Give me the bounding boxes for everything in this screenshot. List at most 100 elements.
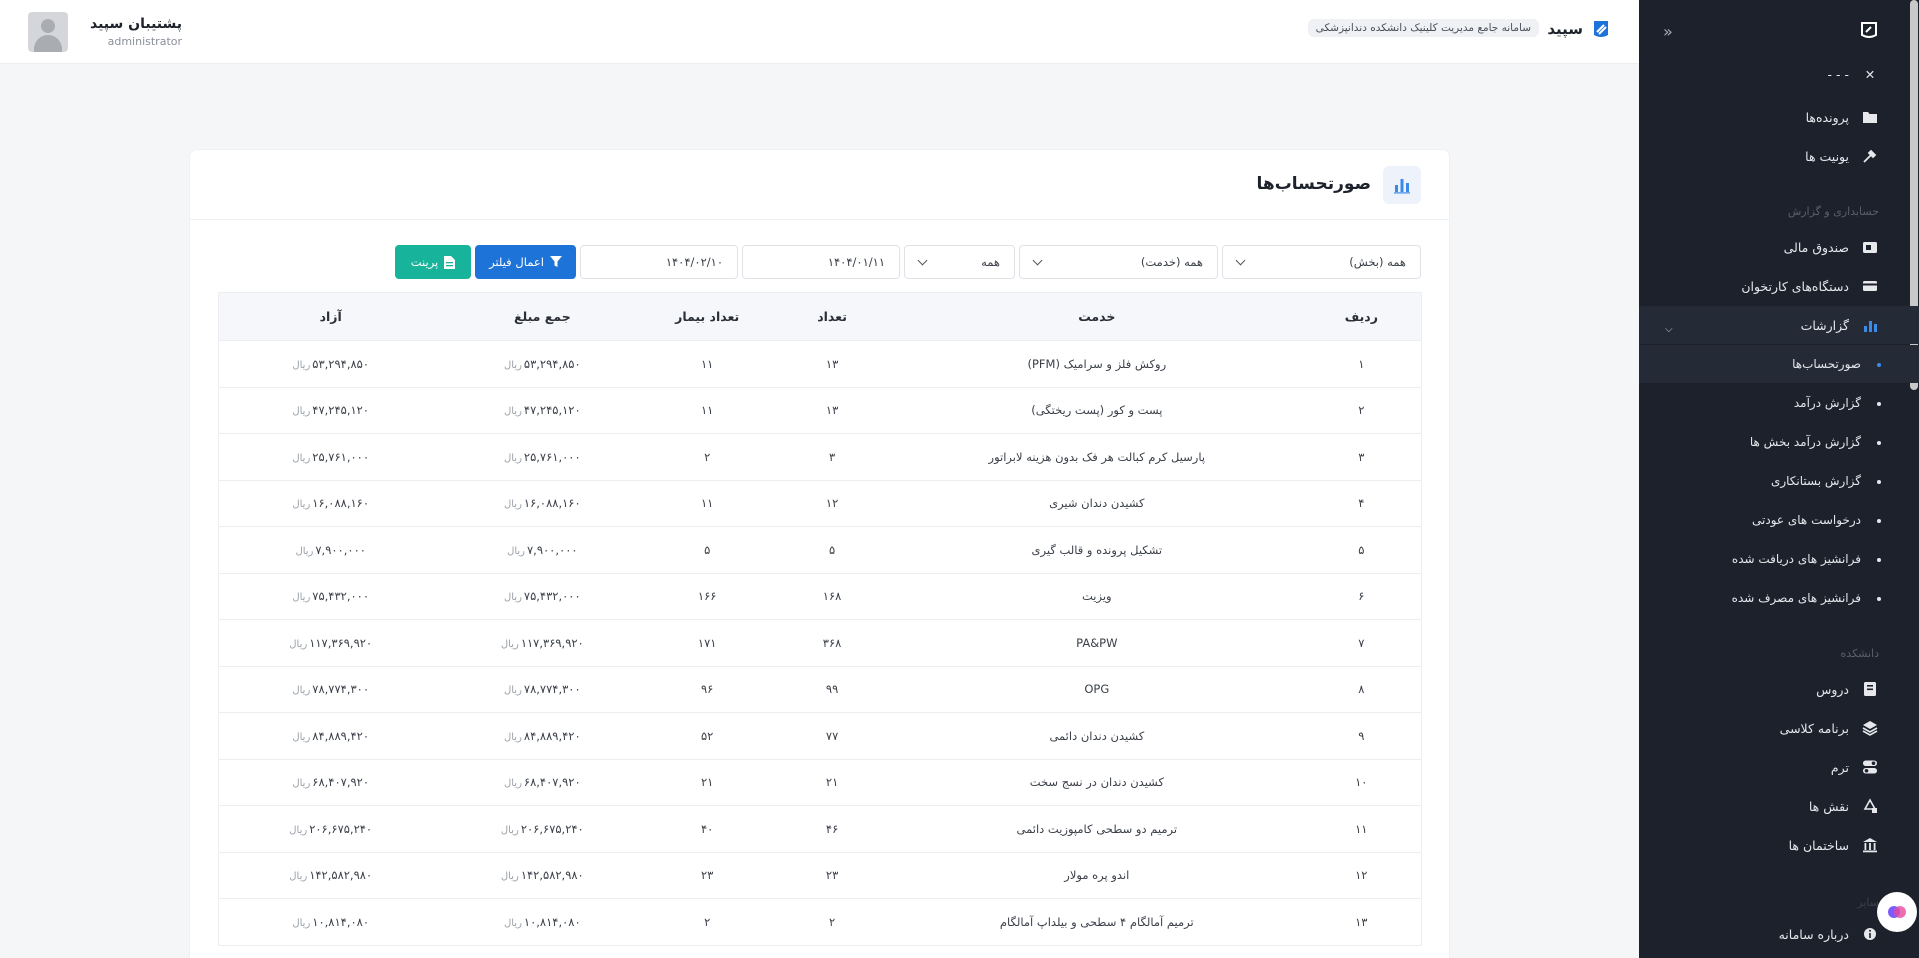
cell-patient-count-value: ۵۲: [701, 728, 714, 743]
assistant-chat-icon[interactable]: [1877, 892, 1917, 932]
cell-total-amount: ۴۷,۲۴۵,۱۲۰ریال: [442, 387, 643, 434]
user-menu[interactable]: پشتیبان سپید administrator: [28, 12, 182, 52]
chevron-down-icon: [1235, 255, 1246, 266]
sidebar-sub-refund-requests[interactable]: درخواست های عودتی: [1649, 501, 1919, 539]
table-row[interactable]: ۴ کشیدن دندان شیری ۱۲ ۱۱ ۱۶,۰۸۸,۱۶۰ریال ۱۶,۰۸…: [218, 480, 1422, 527]
currency-label: ریال: [292, 731, 311, 743]
chevron-down-icon[interactable]: ⌵: [1665, 324, 1673, 335]
app-logo-icon[interactable]: [1859, 20, 1879, 40]
table-row[interactable]: ۳ پارسیل کرم کبالت هر فک بدون هزینه لابرا…: [218, 433, 1422, 481]
type-select-value: همه: [981, 255, 1000, 269]
section-select[interactable]: همه (بخش): [1222, 245, 1421, 279]
date-from-value: ۱۴۰۴/۰۱/۱۱: [827, 255, 885, 269]
cell-service-value: کشیدن دندان دائمی: [1049, 728, 1145, 743]
table-row[interactable]: ۱۲ اندو پره مولار ۲۳ ۲۳ ۱۴۲,۵۸۲,۹۸۰ریال ۱۴۲,۵…: [218, 852, 1422, 899]
cell-patient-count: ۵: [642, 526, 773, 574]
cell-row-number: ۵: [1301, 526, 1422, 574]
cell-row-number: ۱۰: [1301, 759, 1422, 806]
date-to-input[interactable]: ۱۴۰۴/۰۲/۱۰: [580, 245, 738, 279]
sidebar-item-units[interactable]: یونیت ها: [1649, 137, 1919, 175]
chart-icon: [1383, 166, 1421, 204]
header-service[interactable]: خدمت: [892, 292, 1302, 341]
cell-total-amount: ۱۴۲,۵۸۲,۹۸۰ریال: [442, 852, 643, 899]
sidebar-item-courses[interactable]: دروس: [1649, 670, 1919, 708]
sidebar-item-label: درباره سامانه: [1778, 926, 1849, 942]
cell-free-value: ۷۵,۴۳۲,۰۰۰: [312, 589, 370, 604]
sidebar-sub-income-report[interactable]: گزارش درآمد: [1649, 384, 1919, 422]
table-row[interactable]: ۵ تشکیل پرونده و قالب گیری ۵ ۵ ۷,۹۰۰,۰۰۰ریال…: [218, 526, 1422, 574]
sidebar-item-card-readers[interactable]: دستگاه‌های کارتخوان: [1649, 267, 1919, 305]
header-count[interactable]: تعداد: [772, 292, 893, 341]
page-title: صورتحساب‌ها: [1256, 174, 1371, 194]
print-button[interactable]: پرینت: [395, 245, 471, 279]
header-total-amount[interactable]: جمع مبلغ: [442, 292, 643, 341]
header-row-number[interactable]: ردیف: [1301, 292, 1422, 341]
toggle-icon: [1861, 758, 1879, 776]
cell-row-number-value: ۱: [1358, 356, 1365, 371]
cell-service-value: پست و کور (پست ریختگی): [1031, 403, 1163, 418]
date-from-input[interactable]: ۱۴۰۴/۰۱/۱۱: [742, 245, 900, 279]
header-patient-count[interactable]: تعداد بیمار: [642, 292, 773, 341]
cell-patient-count-value: ۲۳: [701, 868, 714, 883]
sidebar-item-buildings[interactable]: ساختمان ها: [1649, 826, 1919, 864]
sidebar-item-class-schedule[interactable]: برنامه کلاسی: [1649, 709, 1919, 747]
sidebar-item-cashbox[interactable]: صندوق مالی: [1649, 228, 1919, 266]
table-row[interactable]: ۱۳ ترمیم آمالگام ۴ سطحی و بیلداپ آمالگام ۲…: [218, 898, 1422, 946]
sidebar-sub-label: درخواست های عودتی: [1752, 513, 1861, 527]
sidebar-sub-received-franchise[interactable]: فرانشیز های دریافت شده: [1649, 540, 1919, 578]
sidebar-item-roles[interactable]: نقش ها: [1649, 787, 1919, 825]
brand[interactable]: سپید: [1547, 18, 1611, 40]
cell-service-value: ترمیم دو سطحی کامپوزیت دائمی: [1016, 821, 1178, 836]
sidebar-sub-used-franchise[interactable]: فرانشیز های مصرف شده: [1649, 579, 1919, 617]
sidebar-sub-label: فرانشیز های مصرف شده: [1731, 591, 1861, 605]
sidebar-sub-invoices[interactable]: صورتحساب‌ها: [1639, 345, 1919, 383]
currency-label: ریال: [292, 452, 311, 464]
bank-icon: [1861, 836, 1879, 854]
shapes-icon: [1861, 797, 1879, 815]
service-select[interactable]: همه (خدمت): [1019, 245, 1218, 279]
table-row[interactable]: ۷ PA&PW ۳۶۸ ۱۷۱ ۱۱۷,۳۶۹,۹۲۰ریال ۱۱۷,۳۶۹,۹۲۰ری…: [218, 619, 1422, 667]
type-select[interactable]: همه: [904, 245, 1015, 279]
table-row[interactable]: ۲ پست و کور (پست ریختگی) ۱۳ ۱۱ ۴۷,۲۴۵,۱۲۰ریا…: [218, 387, 1422, 434]
currency-label: ریال: [292, 592, 311, 604]
cell-total-amount-value: ۶۸,۴۰۷,۹۲۰: [523, 775, 581, 790]
header-free[interactable]: آزاد: [218, 292, 443, 341]
sidebar-item-files[interactable]: پرونده‌ها: [1649, 98, 1919, 136]
cell-total-amount-value: ۵۳,۲۹۴,۸۵۰: [523, 356, 581, 371]
sidebar-item-reports[interactable]: گزارشات: [1639, 306, 1919, 344]
cell-count-value: ۱۶۸: [822, 589, 842, 604]
brand-logo-icon: [1594, 21, 1608, 37]
sidebar-sub-label: گزارش درآمد بخش ها: [1749, 435, 1861, 449]
sidebar-sub-department-income[interactable]: گزارش درآمد بخش ها: [1649, 423, 1919, 461]
currency-label: ریال: [292, 917, 311, 929]
table-row[interactable]: ۶ ویزیت ۱۶۸ ۱۶۶ ۷۵,۴۳۲,۰۰۰ریال ۷۵,۴۳۲,۰۰۰ریال: [218, 573, 1422, 620]
currency-label: ریال: [292, 359, 311, 371]
table-row[interactable]: ۱۱ ترمیم دو سطحی کامپوزیت دائمی ۴۶ ۴۰ ۲۰۶,۶۷…: [218, 805, 1422, 853]
cell-service: ویزیت: [892, 573, 1302, 620]
avatar[interactable]: [28, 12, 68, 52]
currency-label: ریال: [503, 592, 522, 604]
table-row[interactable]: ۱۰ کشیدن دندان در نسج سخت ۲۱ ۲۱ ۶۸,۴۰۷,۹۲۰ری…: [218, 759, 1422, 806]
cell-count: ۲۱: [772, 759, 893, 806]
cell-patient-count: ۱۱: [642, 480, 773, 527]
sidebar-sub-label: گزارش درآمد: [1793, 396, 1861, 410]
user-role: administrator: [107, 35, 183, 48]
sidebar-item-term[interactable]: ترم: [1649, 748, 1919, 786]
sidebar-item-partial[interactable]: - - - ✕: [1649, 62, 1919, 86]
cell-row-number: ۱۱: [1301, 805, 1422, 853]
table-row[interactable]: ۱ روکش فلز و سرامیک (PFM) ۱۳ ۱۱ ۵۳,۲۹۴,۸۵۰ری…: [218, 340, 1422, 388]
collapse-sidebar-icon[interactable]: »: [1663, 22, 1673, 41]
table-row[interactable]: ۹ کشیدن دندان دائمی ۷۷ ۵۲ ۸۴,۸۸۹,۴۲۰ریال ۸۴,۸…: [218, 712, 1422, 760]
tool-icon: ✕: [1864, 66, 1876, 82]
currency-label: ریال: [292, 406, 311, 418]
apply-filter-button[interactable]: اعمال فیلتر: [475, 245, 576, 279]
cell-service: ترمیم دو سطحی کامپوزیت دائمی: [892, 805, 1302, 853]
cell-free-value: ۶۸,۴۰۷,۹۲۰: [312, 775, 370, 790]
sidebar-item-about[interactable]: درباره سامانه: [1649, 915, 1919, 953]
table-row[interactable]: ۸ OPG ۹۹ ۹۶ ۷۸,۷۷۴,۳۰۰ریال ۷۸,۷۷۴,۳۰۰ریال: [218, 666, 1422, 713]
cell-count-value: ۱۲: [825, 496, 839, 511]
currency-label: ریال: [503, 406, 522, 418]
sidebar-sub-credit-report[interactable]: گزارش بستانکاری: [1649, 462, 1919, 500]
sidebar-scrollbar[interactable]: [1910, 0, 1918, 390]
cell-total-amount: ۱۱۷,۳۶۹,۹۲۰ریال: [442, 619, 643, 667]
